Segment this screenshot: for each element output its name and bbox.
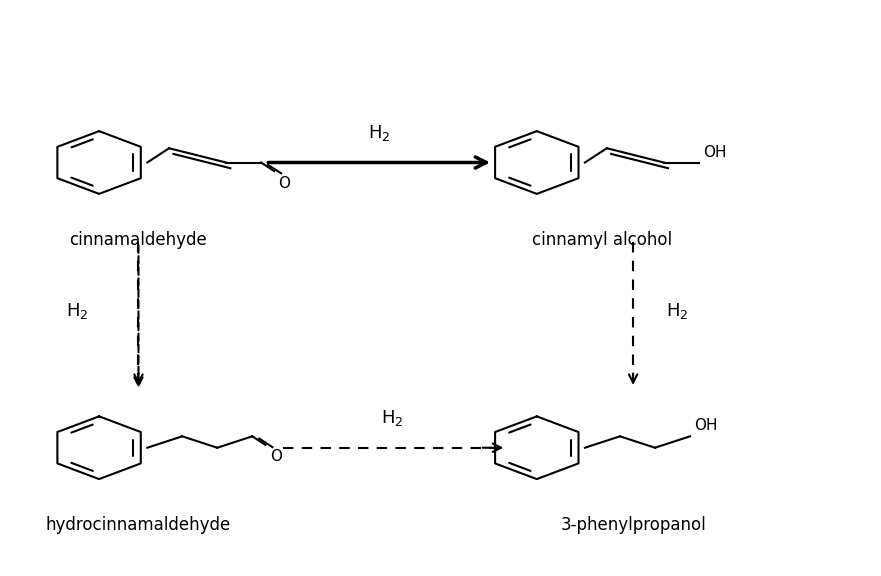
Text: H$_2$: H$_2$	[368, 123, 390, 142]
Text: 3-phenylpropanol: 3-phenylpropanol	[560, 516, 706, 534]
Text: O: O	[278, 176, 291, 191]
Text: cinnamyl alcohol: cinnamyl alcohol	[532, 231, 672, 249]
Text: O: O	[270, 449, 282, 464]
Text: H$_2$: H$_2$	[66, 301, 88, 321]
Text: cinnamaldehyde: cinnamaldehyde	[70, 231, 207, 249]
Text: H$_2$: H$_2$	[381, 408, 403, 428]
Text: OH: OH	[703, 145, 727, 160]
Text: hydrocinnamaldehyde: hydrocinnamaldehyde	[46, 516, 231, 534]
Text: H$_2$: H$_2$	[666, 301, 688, 321]
Text: OH: OH	[694, 418, 718, 434]
